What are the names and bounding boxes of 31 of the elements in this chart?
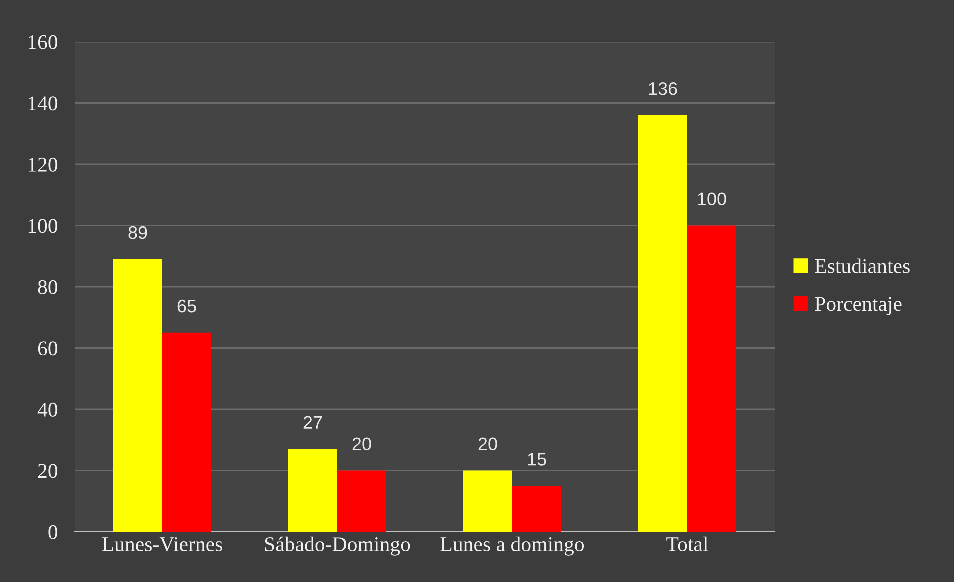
y-tick-label: 0 <box>48 525 58 540</box>
y-tick-label: 20 <box>38 464 58 478</box>
legend-label: Estudiantes <box>815 258 910 274</box>
bar <box>338 470 386 532</box>
bar <box>288 449 338 532</box>
bar <box>464 470 512 532</box>
data-label: 20 <box>478 438 498 451</box>
y-tick-label: 40 <box>38 402 58 417</box>
data-label: 20 <box>352 438 372 451</box>
bar <box>512 486 562 532</box>
y-tick-label: 160 <box>28 35 58 50</box>
y-tick-label: 60 <box>38 342 58 356</box>
y-tick-label: 120 <box>28 158 58 172</box>
bar <box>688 226 736 532</box>
y-tick-label: 140 <box>28 96 58 111</box>
y-tick-label: 100 <box>28 219 58 234</box>
data-label: 89 <box>128 226 148 240</box>
y-tick-label: 80 <box>38 280 58 294</box>
data-label: 27 <box>304 416 322 429</box>
legend-label: Porcentaje <box>815 297 902 316</box>
bar <box>114 259 162 532</box>
data-label: 100 <box>698 192 726 206</box>
bar <box>162 332 212 532</box>
data-label: 65 <box>178 300 196 313</box>
data-label: 15 <box>528 453 546 466</box>
bar <box>638 116 688 532</box>
data-label: 136 <box>649 82 678 96</box>
x-tick-label: Lunes-Viernes <box>102 538 222 552</box>
x-tick-label: Total <box>666 536 708 552</box>
x-tick-label: Sábado-Domingo <box>265 536 410 556</box>
x-tick-label: Lunes a domingo <box>440 536 584 556</box>
